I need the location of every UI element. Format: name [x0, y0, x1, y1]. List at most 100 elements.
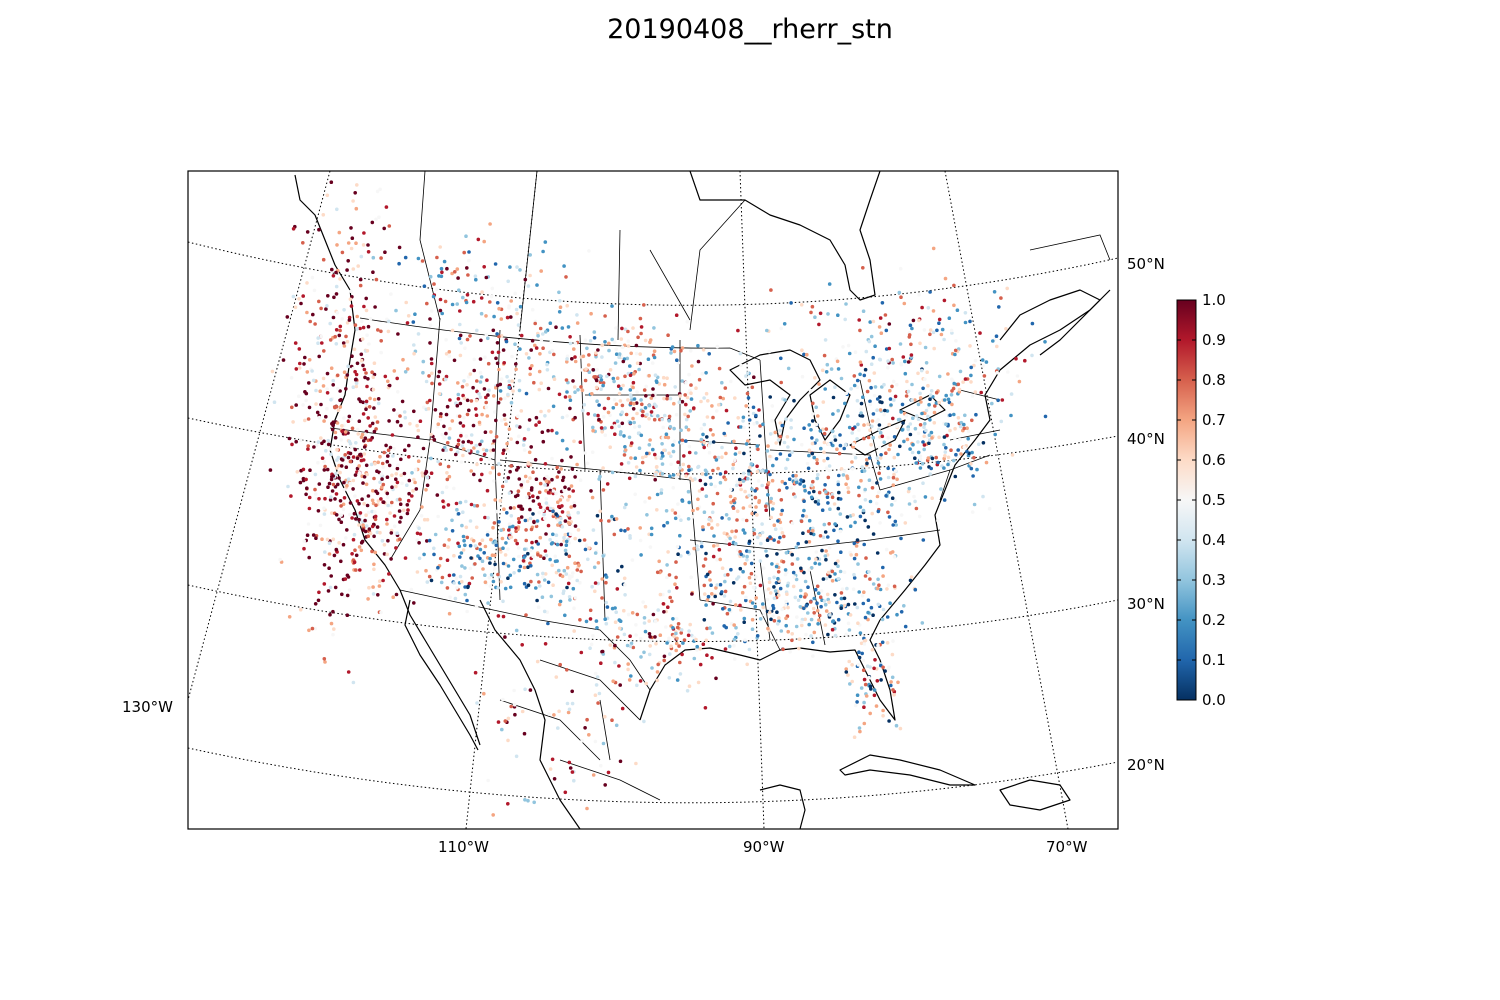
station-point: [714, 676, 718, 681]
station-point: [914, 506, 919, 511]
station-point: [329, 452, 333, 457]
station-point: [318, 523, 323, 528]
station-point: [375, 420, 380, 424]
station-point: [686, 414, 690, 419]
station-point: [878, 521, 882, 525]
station-point: [432, 437, 437, 442]
station-point: [542, 578, 547, 582]
station-point: [880, 385, 884, 389]
station-point: [593, 693, 598, 697]
station-point: [780, 607, 784, 612]
station-point: [593, 551, 598, 555]
station-point: [699, 437, 704, 442]
station-point: [892, 435, 897, 439]
station-point: [573, 561, 577, 565]
station-point: [622, 434, 626, 438]
station-point: [588, 608, 593, 613]
station-point: [436, 514, 440, 519]
station-point: [421, 446, 426, 451]
station-point: [865, 389, 870, 394]
station-point: [667, 418, 671, 423]
station-point: [371, 270, 375, 275]
station-point: [310, 275, 315, 280]
station-point: [416, 459, 421, 464]
station-point: [830, 495, 835, 500]
station-point: [371, 255, 376, 260]
station-point: [447, 474, 452, 479]
station-point: [630, 611, 635, 615]
station-point: [362, 452, 367, 456]
station-point: [977, 442, 981, 447]
station-point: [937, 435, 941, 440]
station-point: [873, 385, 878, 389]
station-point: [918, 391, 922, 396]
station-point: [366, 510, 371, 515]
station-point: [395, 376, 400, 381]
station-point: [765, 485, 769, 490]
station-point: [421, 370, 425, 375]
station-point: [607, 341, 611, 346]
station-point: [626, 461, 631, 465]
station-point: [579, 569, 583, 574]
station-point: [811, 654, 815, 658]
station-point: [348, 297, 353, 302]
station-point: [294, 403, 299, 407]
station-point: [347, 588, 352, 592]
station-point: [365, 384, 369, 389]
station-point: [494, 543, 499, 547]
station-point: [571, 586, 576, 591]
station-point: [744, 598, 748, 603]
station-point: [432, 552, 436, 557]
station-point: [272, 400, 277, 405]
station-point: [392, 446, 396, 451]
station-point: [647, 496, 652, 500]
station-point: [825, 456, 830, 461]
station-point: [659, 488, 664, 492]
station-point: [939, 487, 943, 491]
station-point: [321, 384, 326, 388]
station-point: [696, 343, 700, 348]
station-point: [425, 539, 429, 543]
station-point: [458, 500, 463, 505]
station-point: [345, 593, 350, 598]
station-point: [809, 566, 814, 570]
station-point: [538, 535, 543, 540]
station-point: [305, 230, 310, 234]
station-point: [513, 538, 518, 543]
station-point: [703, 468, 708, 473]
station-point: [438, 417, 443, 422]
station-point: [929, 430, 934, 435]
station-point: [850, 663, 854, 667]
station-point: [617, 352, 622, 356]
station-point: [869, 385, 873, 390]
station-point: [342, 344, 347, 348]
station-point: [661, 602, 666, 606]
station-point: [378, 530, 382, 535]
station-point: [824, 576, 829, 581]
station-point: [522, 555, 526, 560]
station-point: [478, 556, 482, 561]
station-point: [478, 478, 482, 483]
station-point: [668, 396, 673, 401]
station-point: [631, 416, 635, 421]
station-point: [921, 538, 926, 542]
station-point: [772, 538, 776, 542]
station-point: [895, 612, 899, 617]
station-point: [340, 458, 345, 462]
station-point: [667, 414, 672, 419]
station-point: [425, 475, 430, 480]
station-point: [999, 296, 1003, 300]
station-point: [823, 554, 828, 558]
station-point: [790, 632, 794, 636]
station-point: [638, 679, 643, 683]
station-point: [702, 618, 707, 622]
station-point: [786, 629, 790, 634]
station-point: [601, 466, 605, 470]
station-point: [618, 619, 623, 623]
station-point: [979, 390, 983, 395]
station-point: [930, 456, 935, 461]
station-point: [593, 739, 598, 744]
station-point: [335, 466, 339, 470]
station-point: [331, 609, 335, 614]
station-point: [442, 424, 446, 429]
